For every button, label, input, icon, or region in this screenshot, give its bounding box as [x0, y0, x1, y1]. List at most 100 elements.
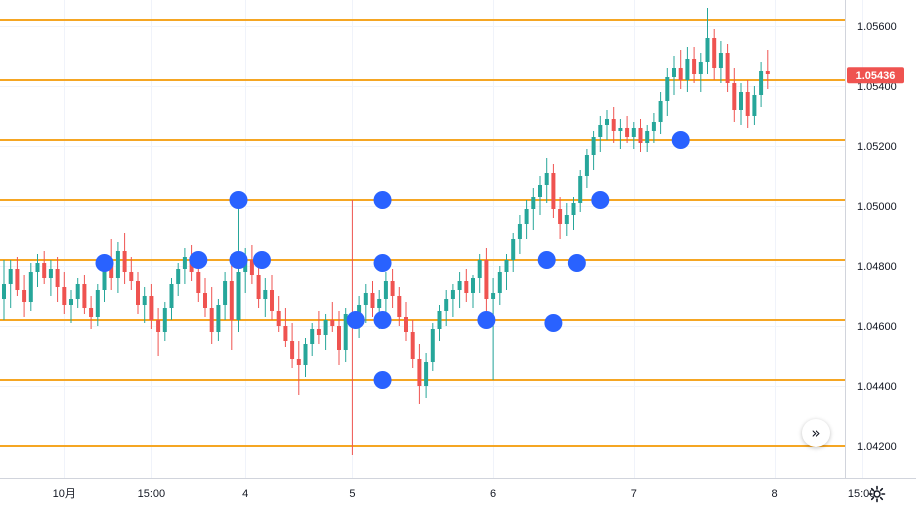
- marker-dot[interactable]: [229, 251, 248, 269]
- candle-body: [410, 332, 415, 359]
- candle-body: [571, 203, 576, 215]
- time-tick-label: 15:00: [848, 488, 876, 500]
- candle-body: [645, 131, 650, 143]
- candle-body: [450, 290, 455, 299]
- candle-body: [256, 275, 261, 299]
- candles: [2, 8, 770, 455]
- candle-body: [2, 284, 6, 299]
- candle-body: [303, 344, 308, 365]
- last-price-label: 1.05436: [856, 70, 896, 82]
- candle-body: [95, 290, 100, 317]
- candle-body: [457, 281, 462, 290]
- candle-body: [430, 329, 435, 362]
- candle-body: [102, 263, 107, 290]
- candle-body: [759, 71, 764, 95]
- time-tick-label: 4: [242, 488, 248, 500]
- marker-dot[interactable]: [544, 314, 563, 332]
- price-tick-label: 1.04200: [857, 441, 897, 453]
- candle-body: [497, 272, 502, 293]
- time-tick-label: 6: [490, 488, 496, 500]
- candle-body: [584, 155, 589, 176]
- candle-body: [156, 320, 161, 332]
- candle-body: [424, 362, 429, 386]
- gear-icon: [868, 485, 886, 503]
- price-tick-label: 1.04600: [857, 321, 897, 333]
- horizontal-levels: [0, 19, 845, 447]
- marker-dot[interactable]: [373, 311, 392, 329]
- candle-body: [15, 269, 20, 290]
- candle-body: [370, 293, 375, 308]
- candle-body: [678, 68, 683, 80]
- candle-body: [323, 320, 328, 335]
- marker-dot[interactable]: [373, 371, 392, 389]
- candle-body: [658, 101, 663, 122]
- price-tick-label: 1.04400: [857, 381, 897, 393]
- last-price-badge: 1.05436: [847, 67, 904, 84]
- candle-body: [89, 308, 94, 317]
- candle-body: [249, 260, 254, 275]
- marker-dot[interactable]: [373, 254, 392, 272]
- time-tick-label: 10月: [53, 488, 76, 500]
- candle-body: [524, 209, 529, 224]
- candle-body: [276, 311, 281, 326]
- candle-body: [75, 284, 80, 299]
- candle-body: [109, 263, 114, 278]
- candle-body: [196, 272, 201, 293]
- marker-dot[interactable]: [591, 191, 610, 209]
- candle-body: [283, 326, 288, 341]
- candle-body: [517, 224, 522, 239]
- candle-body: [8, 269, 13, 284]
- marker-dot[interactable]: [252, 251, 271, 269]
- candle-body: [397, 296, 402, 317]
- candle-body: [337, 326, 341, 350]
- marker-dot[interactable]: [537, 251, 556, 269]
- candle-body: [383, 281, 388, 299]
- candle-body: [42, 263, 47, 278]
- candle-body: [511, 239, 516, 260]
- marker-dot[interactable]: [567, 254, 586, 272]
- marker-dot[interactable]: [373, 191, 392, 209]
- candle-body: [290, 341, 295, 359]
- chart-settings-button[interactable]: [866, 483, 888, 505]
- marker-dot[interactable]: [477, 311, 496, 329]
- candle-body: [176, 269, 181, 284]
- candle-body: [377, 299, 382, 308]
- candle-body: [216, 305, 221, 332]
- candle-body: [48, 269, 53, 278]
- candle-body: [142, 296, 147, 305]
- markers: [95, 131, 690, 389]
- candle-body: [209, 308, 214, 332]
- candle-body: [122, 251, 127, 272]
- marker-dot[interactable]: [671, 131, 690, 149]
- marker-dot[interactable]: [189, 251, 208, 269]
- scroll-to-realtime-button[interactable]: »: [802, 419, 830, 447]
- candle-body: [705, 38, 710, 62]
- candle-body: [477, 260, 482, 278]
- candle-body: [491, 293, 496, 299]
- marker-dot[interactable]: [95, 254, 114, 272]
- candle-body: [471, 278, 475, 293]
- candle-body: [625, 128, 630, 137]
- marker-dot[interactable]: [346, 311, 365, 329]
- candle-body: [685, 59, 690, 80]
- candle-body: [444, 299, 449, 311]
- candle-body: [611, 119, 616, 131]
- candle-body: [618, 128, 623, 131]
- price-axis[interactable]: 1.05600 1.05400 1.05200 1.05000 1.04800 1.046…: [857, 21, 897, 453]
- candle-body: [162, 308, 167, 332]
- time-tick-label: 8: [771, 488, 777, 500]
- candle-body: [605, 119, 609, 125]
- time-tick-label: 15:00: [138, 488, 166, 500]
- time-axis[interactable]: 10月 15:00 4 5 6 7 8 15:00: [53, 488, 876, 500]
- candle-body: [236, 272, 241, 320]
- candle-body: [538, 185, 542, 197]
- marker-dot[interactable]: [229, 191, 248, 209]
- price-tick-label: 1.04800: [857, 261, 897, 273]
- candle-body: [62, 287, 67, 305]
- price-tick-label: 1.05000: [857, 201, 897, 213]
- candle-body: [229, 281, 234, 320]
- candle-body: [752, 95, 757, 116]
- candle-body: [22, 290, 27, 302]
